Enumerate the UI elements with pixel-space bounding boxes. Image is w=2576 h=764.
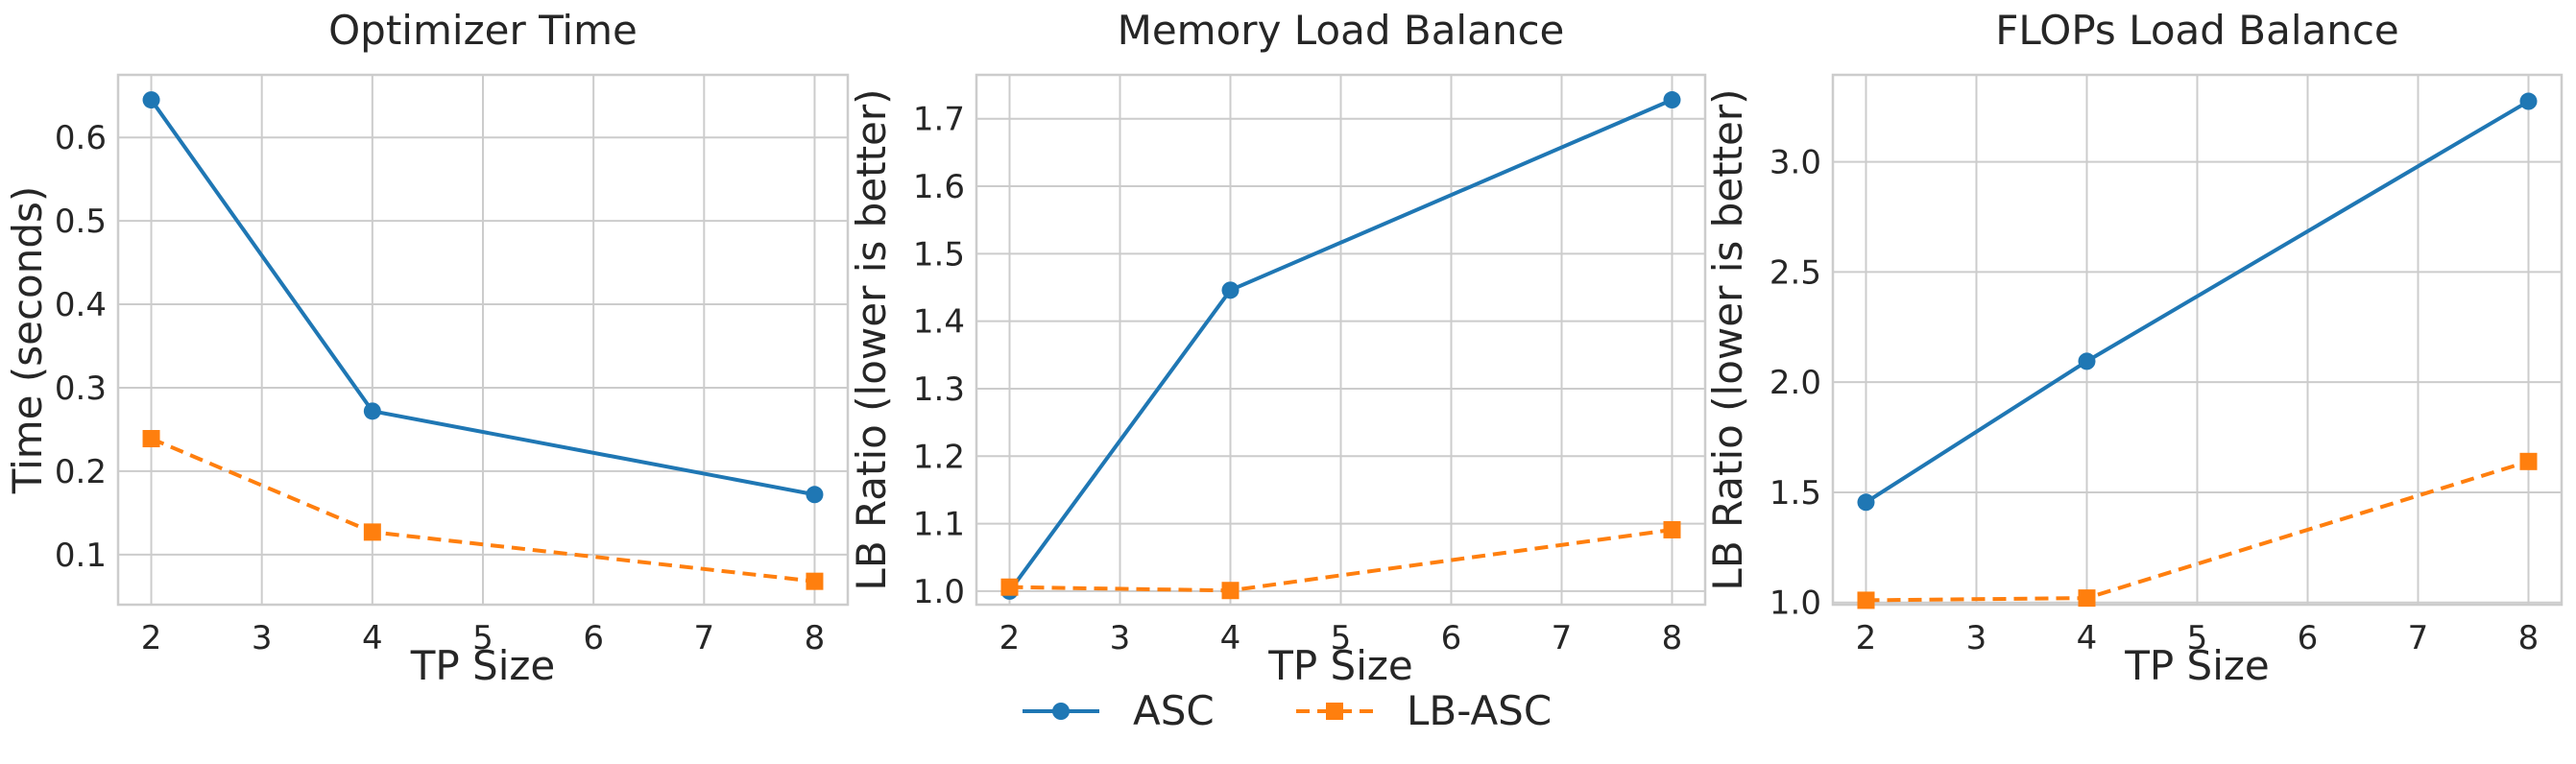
- data-point-asc: [1221, 281, 1240, 299]
- legend: ASC LB-ASC: [1023, 687, 1552, 734]
- panel-flops-load-balance: 2 3 4 5 6 7 8 1.0 1.5 2.0 2.5 3.0 FLOPs Load Balance…: [1704, 7, 2564, 689]
- data-point-lb-asc: [1857, 591, 1875, 609]
- data-point-asc: [806, 486, 824, 504]
- chart-title: FLOPs Load Balance: [1995, 7, 2399, 54]
- y-tick-label: 0.6: [55, 119, 107, 157]
- x-tick-label: 4: [2077, 619, 2098, 657]
- legend-label-asc: ASC: [1133, 687, 1215, 734]
- data-point-lb-asc: [1663, 520, 1681, 538]
- data-point-lb-asc: [806, 572, 824, 590]
- plot-frame: [116, 73, 850, 607]
- data-point-asc: [2519, 92, 2538, 110]
- y-tick-label: 1.0: [1769, 585, 1821, 623]
- data-point-lb-asc: [363, 523, 381, 541]
- x-tick-label: 5: [2187, 619, 2208, 657]
- plot-frame: [1831, 73, 2564, 607]
- legend-marker-lb-asc: [1326, 703, 1343, 720]
- x-tick-label: 6: [2298, 619, 2319, 657]
- y-tick-label: 1.4: [913, 303, 965, 342]
- y-tick-label: 2.5: [1769, 253, 1821, 292]
- x-tick-label: 8: [1662, 619, 1683, 657]
- series-asc: [1857, 92, 2538, 512]
- y-tick-label: 0.3: [55, 370, 107, 408]
- data-point-asc: [1663, 91, 1681, 109]
- y-tick-label: 1.1: [913, 506, 965, 544]
- x-tick-label: 4: [362, 619, 383, 657]
- x-tick-label: 8: [805, 619, 826, 657]
- y-axis-label: Time (seconds): [4, 186, 51, 495]
- x-tick-label: 2: [1856, 619, 1877, 657]
- y-axis-label: LB Ratio (lower is better): [848, 88, 895, 590]
- series-lb-asc: [1000, 520, 1681, 600]
- data-point-lb-asc: [1221, 582, 1240, 600]
- y-tick-label: 0.4: [55, 286, 107, 324]
- plot-frame: [975, 73, 1707, 607]
- y-tick-label: 1.3: [913, 370, 965, 409]
- y-tick-label: 1.2: [913, 438, 965, 476]
- y-tick-label: 1.7: [913, 101, 965, 139]
- y-tick-label: 2.0: [1769, 364, 1821, 402]
- x-tick-label: 2: [999, 619, 1021, 657]
- x-tick-label: 7: [1552, 619, 1573, 657]
- x-axis-label: TP Size: [410, 642, 556, 689]
- x-tick-label: 6: [583, 619, 604, 657]
- x-tick-label: 7: [693, 619, 714, 657]
- x-tick-label: 4: [1220, 619, 1241, 657]
- x-tick-label: 3: [1110, 619, 1131, 657]
- data-point-lb-asc: [142, 430, 160, 448]
- data-point-lb-asc: [2519, 452, 2538, 470]
- y-tick-label: 1.6: [913, 168, 965, 206]
- y-tick-label: 1.5: [913, 235, 965, 274]
- panel-memory-load-balance: 2 3 4 5 6 7 8 1.0 1.1 1.2 1.3 1.4 1.5 1.6 1.7 Memory Lo…: [848, 7, 1707, 689]
- x-tick-label: 2: [141, 619, 162, 657]
- y-axis-label: LB Ratio (lower is better): [1704, 88, 1751, 590]
- panel-optimizer-time: 2 3 4 5 6 7 8 0.1 0.2 0.3 0.4 0.5 0.6 Optimizer Time T…: [4, 7, 850, 689]
- y-tick-label: 0.2: [55, 453, 107, 491]
- x-tick-label: 3: [1966, 619, 1987, 657]
- data-point-lb-asc: [1000, 578, 1019, 596]
- x-tick-label: 5: [472, 619, 494, 657]
- legend-marker-asc: [1052, 703, 1070, 720]
- y-tick-label: 1.5: [1769, 474, 1821, 513]
- data-point-asc: [1857, 493, 1875, 512]
- y-tick-label: 3.0: [1769, 144, 1821, 182]
- series-asc: [142, 91, 824, 504]
- data-point-lb-asc: [2078, 589, 2096, 608]
- chart-title: Memory Load Balance: [1118, 7, 1565, 54]
- series-lb-asc: [1857, 452, 2538, 609]
- x-tick-label: 5: [1331, 619, 1352, 657]
- x-tick-label: 7: [2408, 619, 2429, 657]
- series-lb-asc: [142, 430, 824, 590]
- x-tick-label: 3: [252, 619, 273, 657]
- x-axis-label: TP Size: [2124, 642, 2270, 689]
- data-point-asc: [142, 91, 160, 109]
- y-tick-label: 1.0: [913, 573, 965, 611]
- data-point-asc: [2078, 352, 2096, 370]
- x-tick-label: 6: [1441, 619, 1462, 657]
- x-axis-label: TP Size: [1267, 642, 1413, 689]
- legend-label-lb-asc: LB-ASC: [1407, 687, 1552, 734]
- y-tick-label: 0.1: [55, 537, 107, 575]
- y-tick-label: 0.5: [55, 203, 107, 241]
- chart-title: Optimizer Time: [328, 7, 638, 54]
- data-point-asc: [363, 402, 381, 420]
- x-tick-label: 8: [2518, 619, 2540, 657]
